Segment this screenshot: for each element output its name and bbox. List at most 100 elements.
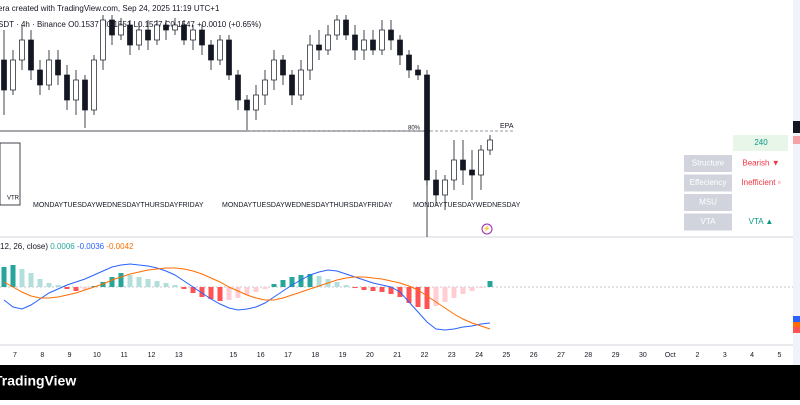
- candle-body: [343, 19, 349, 36]
- table-label-cell: [684, 194, 732, 211]
- histogram-bar: [181, 287, 187, 289]
- histogram-bar: [172, 285, 178, 287]
- candle-body: [19, 39, 25, 61]
- candle-body: [469, 169, 475, 176]
- histogram-bar: [163, 283, 169, 287]
- histogram-bar: [442, 287, 448, 302]
- histogram-bar: [46, 283, 52, 287]
- candle-body: [379, 29, 385, 51]
- price-scale-edge: [793, 0, 800, 365]
- x-tick-label: 7: [13, 352, 17, 359]
- histogram-bar: [190, 287, 196, 293]
- candle-body: [478, 149, 484, 176]
- histogram-bar: [271, 284, 277, 287]
- session-day: WEDNESDAY: [476, 202, 521, 209]
- x-tick-label: 21: [393, 352, 401, 359]
- histogram-bar: [244, 287, 250, 295]
- histogram-bar: [280, 280, 286, 287]
- table-value: VTA ▲: [749, 217, 774, 226]
- session-day: WEDNESDAY: [285, 202, 330, 209]
- candle-body: [154, 24, 160, 41]
- x-tick-label: 13: [175, 352, 183, 359]
- candle-body: [82, 79, 88, 111]
- candle-body: [253, 94, 259, 111]
- table-label-cell: [684, 174, 732, 192]
- candle-body: [352, 34, 358, 51]
- price-tag-text: 240: [754, 138, 768, 147]
- table-value: Inefficient ▫: [741, 178, 780, 187]
- session-day: TUESDAY: [443, 202, 476, 209]
- x-tick-label: 23: [448, 352, 456, 359]
- price-marker: [793, 121, 800, 133]
- histogram-bar: [415, 287, 421, 307]
- session-day: MONDAY: [413, 202, 444, 209]
- histogram-bar: [136, 277, 142, 287]
- x-tick-label: Oct: [665, 352, 676, 359]
- footer-bar: [0, 365, 800, 400]
- x-tick-label: 8: [40, 352, 44, 359]
- x-tick-label: 17: [284, 352, 292, 359]
- macd-marker: [793, 316, 800, 322]
- histogram-bar: [217, 287, 223, 301]
- table-label-cell: [684, 155, 732, 172]
- session-day: MONDAY: [33, 202, 64, 209]
- histogram-bar: [109, 277, 115, 287]
- x-tick-label: 27: [557, 352, 565, 359]
- x-tick-label: 11: [121, 352, 128, 359]
- x-tick-label: 9: [68, 352, 72, 359]
- candle-body: [100, 19, 106, 61]
- histogram-bar: [352, 287, 358, 288]
- candle-body: [145, 29, 151, 41]
- candle-body: [226, 39, 232, 76]
- macd-legend: 12, 26, close) 0.0006 -0.0036 -0.0042: [0, 242, 134, 251]
- table-label: VTA: [701, 217, 717, 226]
- histogram-bar: [469, 287, 475, 291]
- histogram-bar: [235, 287, 241, 298]
- session-day: WEDNESDAY: [96, 202, 141, 209]
- candle-body: [334, 19, 340, 36]
- candle-body: [370, 39, 376, 51]
- x-tick-label: 16: [257, 352, 265, 359]
- session-labels: MONDAYTUESDAYWEDNESDAYTHURSDAYFRIDAY: [33, 202, 204, 209]
- histogram-bar: [388, 287, 394, 294]
- histogram-bar: [487, 281, 493, 287]
- histogram-bar: [226, 287, 232, 300]
- candle-body: [235, 74, 241, 101]
- histogram-bar: [37, 279, 43, 287]
- signal-line: [3, 267, 491, 330]
- x-tick-label: 2: [696, 352, 700, 359]
- histogram-bar: [307, 274, 313, 287]
- candle-body: [271, 59, 277, 81]
- hist-value: 0.0006: [50, 242, 75, 251]
- histogram-bar: [10, 265, 16, 287]
- candle-body: [37, 69, 43, 86]
- histogram-bar: [19, 269, 25, 287]
- session-day: THURSDAY: [140, 202, 178, 209]
- signal-marker: [793, 322, 800, 327]
- price-tag: [733, 135, 788, 151]
- event-icon: [481, 223, 493, 235]
- candle-body: [433, 179, 439, 196]
- candle-body: [442, 179, 448, 196]
- histogram-bar: [253, 287, 259, 292]
- level-label: 80%: [408, 126, 421, 132]
- histogram-bar: [199, 287, 205, 297]
- candle-body: [217, 39, 223, 61]
- candle-body: [1, 59, 7, 91]
- histogram-bar: [406, 287, 412, 303]
- x-tick-label: 12: [148, 352, 156, 359]
- histogram-bar: [55, 285, 61, 287]
- x-tick-label: 5: [777, 352, 781, 359]
- histogram-bar: [433, 287, 439, 306]
- candle-body: [118, 24, 124, 36]
- hist-marker: [793, 327, 800, 333]
- table-label: Structure: [692, 159, 725, 168]
- x-tick-label: 25: [503, 352, 511, 359]
- histogram-bar: [424, 287, 430, 309]
- candle-body: [10, 59, 16, 91]
- x-tick-label: 18: [311, 352, 319, 359]
- candle-body: [181, 24, 187, 41]
- histogram-bar: [370, 287, 376, 291]
